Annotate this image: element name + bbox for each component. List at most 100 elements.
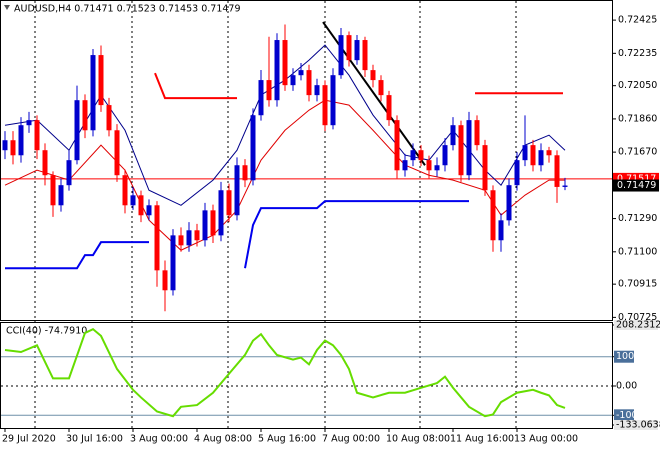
y-tick-label: 0.71670 <box>618 147 657 158</box>
candle-body <box>42 150 48 176</box>
candle-body <box>394 120 400 171</box>
x-tick-label: 11 Aug 16:00 <box>450 434 514 445</box>
candle-body <box>346 35 352 61</box>
cci-line <box>4 327 566 418</box>
candle-body <box>234 165 240 216</box>
y-tick-label: 0.00 <box>616 381 637 392</box>
candle-body <box>306 70 312 96</box>
candle-body <box>354 40 360 61</box>
candle-body <box>450 125 456 146</box>
candle-body <box>362 40 368 71</box>
candle-body <box>258 80 264 116</box>
x-tick-label: 5 Aug 16:00 <box>258 434 316 445</box>
candle-body <box>538 150 544 166</box>
candle-body <box>66 160 72 186</box>
last-price-label: 0.71479 <box>617 180 656 191</box>
overlay-line <box>5 241 149 270</box>
candle-body <box>82 100 88 131</box>
candle-body <box>330 75 336 126</box>
price-panel <box>0 0 613 321</box>
x-tick-label: 29 Jul 2020 <box>2 434 56 445</box>
limit-label-box <box>614 420 658 430</box>
candle-body <box>466 120 472 176</box>
candle-body <box>242 165 248 181</box>
candle-body <box>282 40 288 86</box>
candle-body <box>546 150 552 156</box>
candle-body <box>498 220 504 241</box>
candle-body <box>114 130 120 176</box>
candle-body <box>482 145 488 191</box>
candle-body <box>194 230 200 241</box>
candle-body <box>162 270 168 291</box>
symbol-icon <box>4 5 10 10</box>
y-tick-label: 0.72050 <box>618 80 657 91</box>
candle-body <box>418 150 424 161</box>
chart-title: AUDUSD,H4 0.71471 0.71523 0.71453 0.7147… <box>14 4 241 15</box>
candle-body <box>554 155 560 187</box>
x-tick-label: 3 Aug 00:00 <box>130 434 188 445</box>
x-tick-label: 4 Aug 08:00 <box>194 434 252 445</box>
candle-body <box>2 140 8 151</box>
candle-body <box>490 190 496 241</box>
y-tick-label: 208.2312 <box>616 320 660 331</box>
last-price-box <box>613 179 659 192</box>
candle-body <box>178 235 184 246</box>
y-tick-label: 0.72235 <box>618 48 657 59</box>
level-label-box <box>614 350 634 363</box>
candle-body <box>402 160 408 171</box>
candle-body <box>74 100 80 161</box>
candle-body <box>410 150 416 161</box>
y-tick-label: 100 <box>616 351 634 362</box>
candle-body <box>266 80 272 101</box>
candle-body <box>218 190 224 236</box>
candle-body <box>434 165 440 171</box>
candle-body <box>154 205 160 271</box>
y-tick-label: 0.71860 <box>618 113 657 124</box>
candle-body <box>314 85 320 96</box>
candle-body <box>274 40 280 101</box>
candle-body <box>10 140 16 156</box>
candle-body <box>370 70 376 81</box>
x-tick-label: 30 Jul 16:00 <box>66 434 123 445</box>
candle-body <box>530 145 536 166</box>
candle-body <box>458 125 464 176</box>
candle-body <box>506 185 512 221</box>
level-label-box <box>614 409 634 422</box>
overlay-line <box>4 44 566 206</box>
candle-body <box>290 75 296 86</box>
x-tick-label: 7 Aug 00:00 <box>322 434 380 445</box>
candle-body <box>322 85 328 126</box>
candle-body <box>18 125 24 156</box>
ask-label: 0.71517 <box>617 173 656 184</box>
candle-body <box>562 185 568 187</box>
candle-body <box>146 205 152 216</box>
candle-body <box>522 145 528 161</box>
y-tick-label: -133.0638 <box>616 420 660 431</box>
candle-body <box>210 210 216 236</box>
candle-body <box>514 160 520 186</box>
y-tick-label: 0.71100 <box>618 246 657 257</box>
candle-body <box>298 70 304 76</box>
candle-body <box>202 210 208 241</box>
overlay-line <box>154 72 237 100</box>
candle-body <box>170 235 176 291</box>
candle-body <box>106 105 112 131</box>
candle-body <box>426 160 432 171</box>
x-tick-label: 13 Aug 00:00 <box>514 434 578 445</box>
y-tick-label: 0.70725 <box>618 312 657 323</box>
candle-body <box>50 175 56 206</box>
overlay-line <box>244 200 469 269</box>
cci-panel <box>0 322 613 429</box>
candle-body <box>26 120 32 126</box>
y-tick-label: -100 <box>616 410 638 421</box>
candle-body <box>442 145 448 166</box>
candle-body <box>186 230 192 246</box>
candle-body <box>98 55 104 106</box>
candle-body <box>378 80 384 96</box>
candle-body <box>250 115 256 181</box>
candle-body <box>90 55 96 131</box>
candle-body <box>386 95 392 121</box>
candle-body <box>338 35 344 76</box>
